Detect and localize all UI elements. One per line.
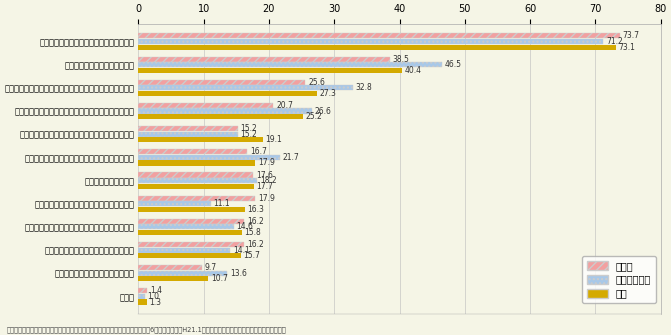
Bar [138,288,148,293]
Bar [138,45,616,50]
Text: 15.8: 15.8 [244,228,261,237]
Bar [138,149,248,154]
Bar [138,91,317,96]
Text: 17.9: 17.9 [258,158,274,168]
Bar [138,201,211,206]
Bar [138,242,244,247]
Text: 1.0: 1.0 [148,292,160,301]
Bar [138,173,253,178]
Text: 15.2: 15.2 [240,124,257,133]
Bar [138,68,402,73]
Text: 9.7: 9.7 [204,263,217,272]
Text: 10.7: 10.7 [211,274,227,283]
Text: 71.2: 71.2 [606,37,623,46]
Bar [138,160,255,165]
Text: 17.6: 17.6 [256,171,272,180]
Text: 19.1: 19.1 [266,135,282,144]
Bar [138,294,145,299]
Text: 14.1: 14.1 [233,246,250,255]
Bar [138,132,238,137]
Text: 38.5: 38.5 [393,55,409,64]
Bar [138,253,241,258]
Text: 20.7: 20.7 [276,101,293,110]
Bar [138,126,238,131]
Text: 18.2: 18.2 [260,176,276,185]
Bar [138,184,254,189]
Bar [138,34,619,39]
Bar [138,85,352,90]
Bar [138,80,305,85]
Bar [138,276,208,281]
Text: 21.7: 21.7 [282,153,299,162]
Text: 27.3: 27.3 [319,89,336,98]
Bar [138,265,202,270]
Bar [138,114,303,119]
Bar [138,248,230,253]
Text: 14.6: 14.6 [236,222,253,231]
Text: 73.1: 73.1 [618,43,635,52]
Text: 1.3: 1.3 [150,297,162,307]
Bar [138,155,280,160]
Bar [138,137,263,142]
Bar [138,299,147,305]
Text: 11.1: 11.1 [213,199,230,208]
Bar [138,178,257,183]
Text: 16.7: 16.7 [250,147,267,156]
Bar [138,219,244,224]
Text: 26.6: 26.6 [315,107,331,116]
Text: 46.5: 46.5 [445,60,462,69]
Bar [138,224,234,229]
Text: 40.4: 40.4 [405,66,422,75]
Text: 13.6: 13.6 [229,269,247,278]
Bar [138,196,255,201]
Text: 17.9: 17.9 [258,194,274,203]
Bar [138,109,312,114]
Bar [138,230,242,235]
Text: 16.2: 16.2 [247,240,264,249]
Text: 16.3: 16.3 [248,205,264,214]
Bar [138,62,442,67]
Text: 25.6: 25.6 [308,78,325,87]
Text: 1.4: 1.4 [150,286,162,295]
Bar [138,57,390,62]
Text: 17.7: 17.7 [256,182,273,191]
Text: 16.2: 16.2 [247,217,264,226]
Text: 25.2: 25.2 [305,112,322,121]
Text: 32.8: 32.8 [355,83,372,92]
Legend: 戸建層, マンション層, 合計: 戸建層, マンション層, 合計 [582,256,656,304]
Text: 15.7: 15.7 [244,251,260,260]
Text: 15.2: 15.2 [240,130,257,139]
Bar [138,39,603,44]
Bar [138,207,245,212]
Text: 資料）インターネットによる住宅リフォーム潜在需要者の意識と行動に関する第6回調査報告書（H21.1）（一般社団法人住宅リフォーム推進協議会）: 資料）インターネットによる住宅リフォーム潜在需要者の意識と行動に関する第6回調査… [7,327,287,333]
Text: 73.7: 73.7 [622,31,639,41]
Bar [138,103,274,108]
Bar [138,271,227,276]
